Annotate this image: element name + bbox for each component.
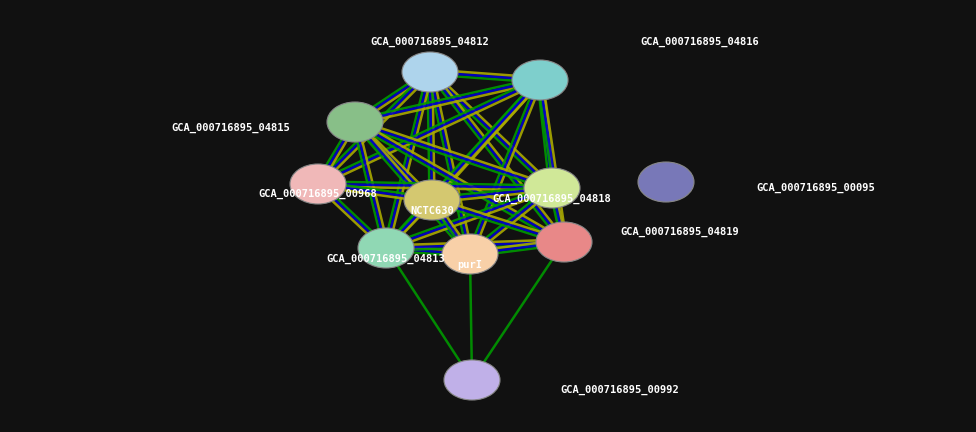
- Ellipse shape: [358, 228, 414, 268]
- Text: purI: purI: [458, 260, 482, 270]
- Ellipse shape: [404, 180, 460, 220]
- Text: GCA_000716895_04812: GCA_000716895_04812: [371, 37, 489, 47]
- Ellipse shape: [442, 234, 498, 274]
- Text: NCTC630: NCTC630: [410, 206, 454, 216]
- Text: GCA_000716895_00992: GCA_000716895_00992: [560, 385, 678, 395]
- Ellipse shape: [512, 60, 568, 100]
- Ellipse shape: [327, 102, 383, 142]
- Text: GCA_000716895_00095: GCA_000716895_00095: [756, 183, 874, 193]
- Ellipse shape: [524, 168, 580, 208]
- Text: GCA_000716895_04818: GCA_000716895_04818: [493, 194, 611, 204]
- Text: GCA_000716895_00968: GCA_000716895_00968: [259, 189, 378, 199]
- Ellipse shape: [638, 162, 694, 202]
- Text: GCA_000716895_04819: GCA_000716895_04819: [620, 227, 739, 237]
- Text: GCA_000716895_04816: GCA_000716895_04816: [640, 37, 758, 47]
- Ellipse shape: [290, 164, 346, 204]
- Ellipse shape: [402, 52, 458, 92]
- Ellipse shape: [536, 222, 592, 262]
- Text: GCA_000716895_04815: GCA_000716895_04815: [171, 123, 290, 133]
- Ellipse shape: [444, 360, 500, 400]
- Text: GCA_000716895_04813: GCA_000716895_04813: [327, 254, 445, 264]
